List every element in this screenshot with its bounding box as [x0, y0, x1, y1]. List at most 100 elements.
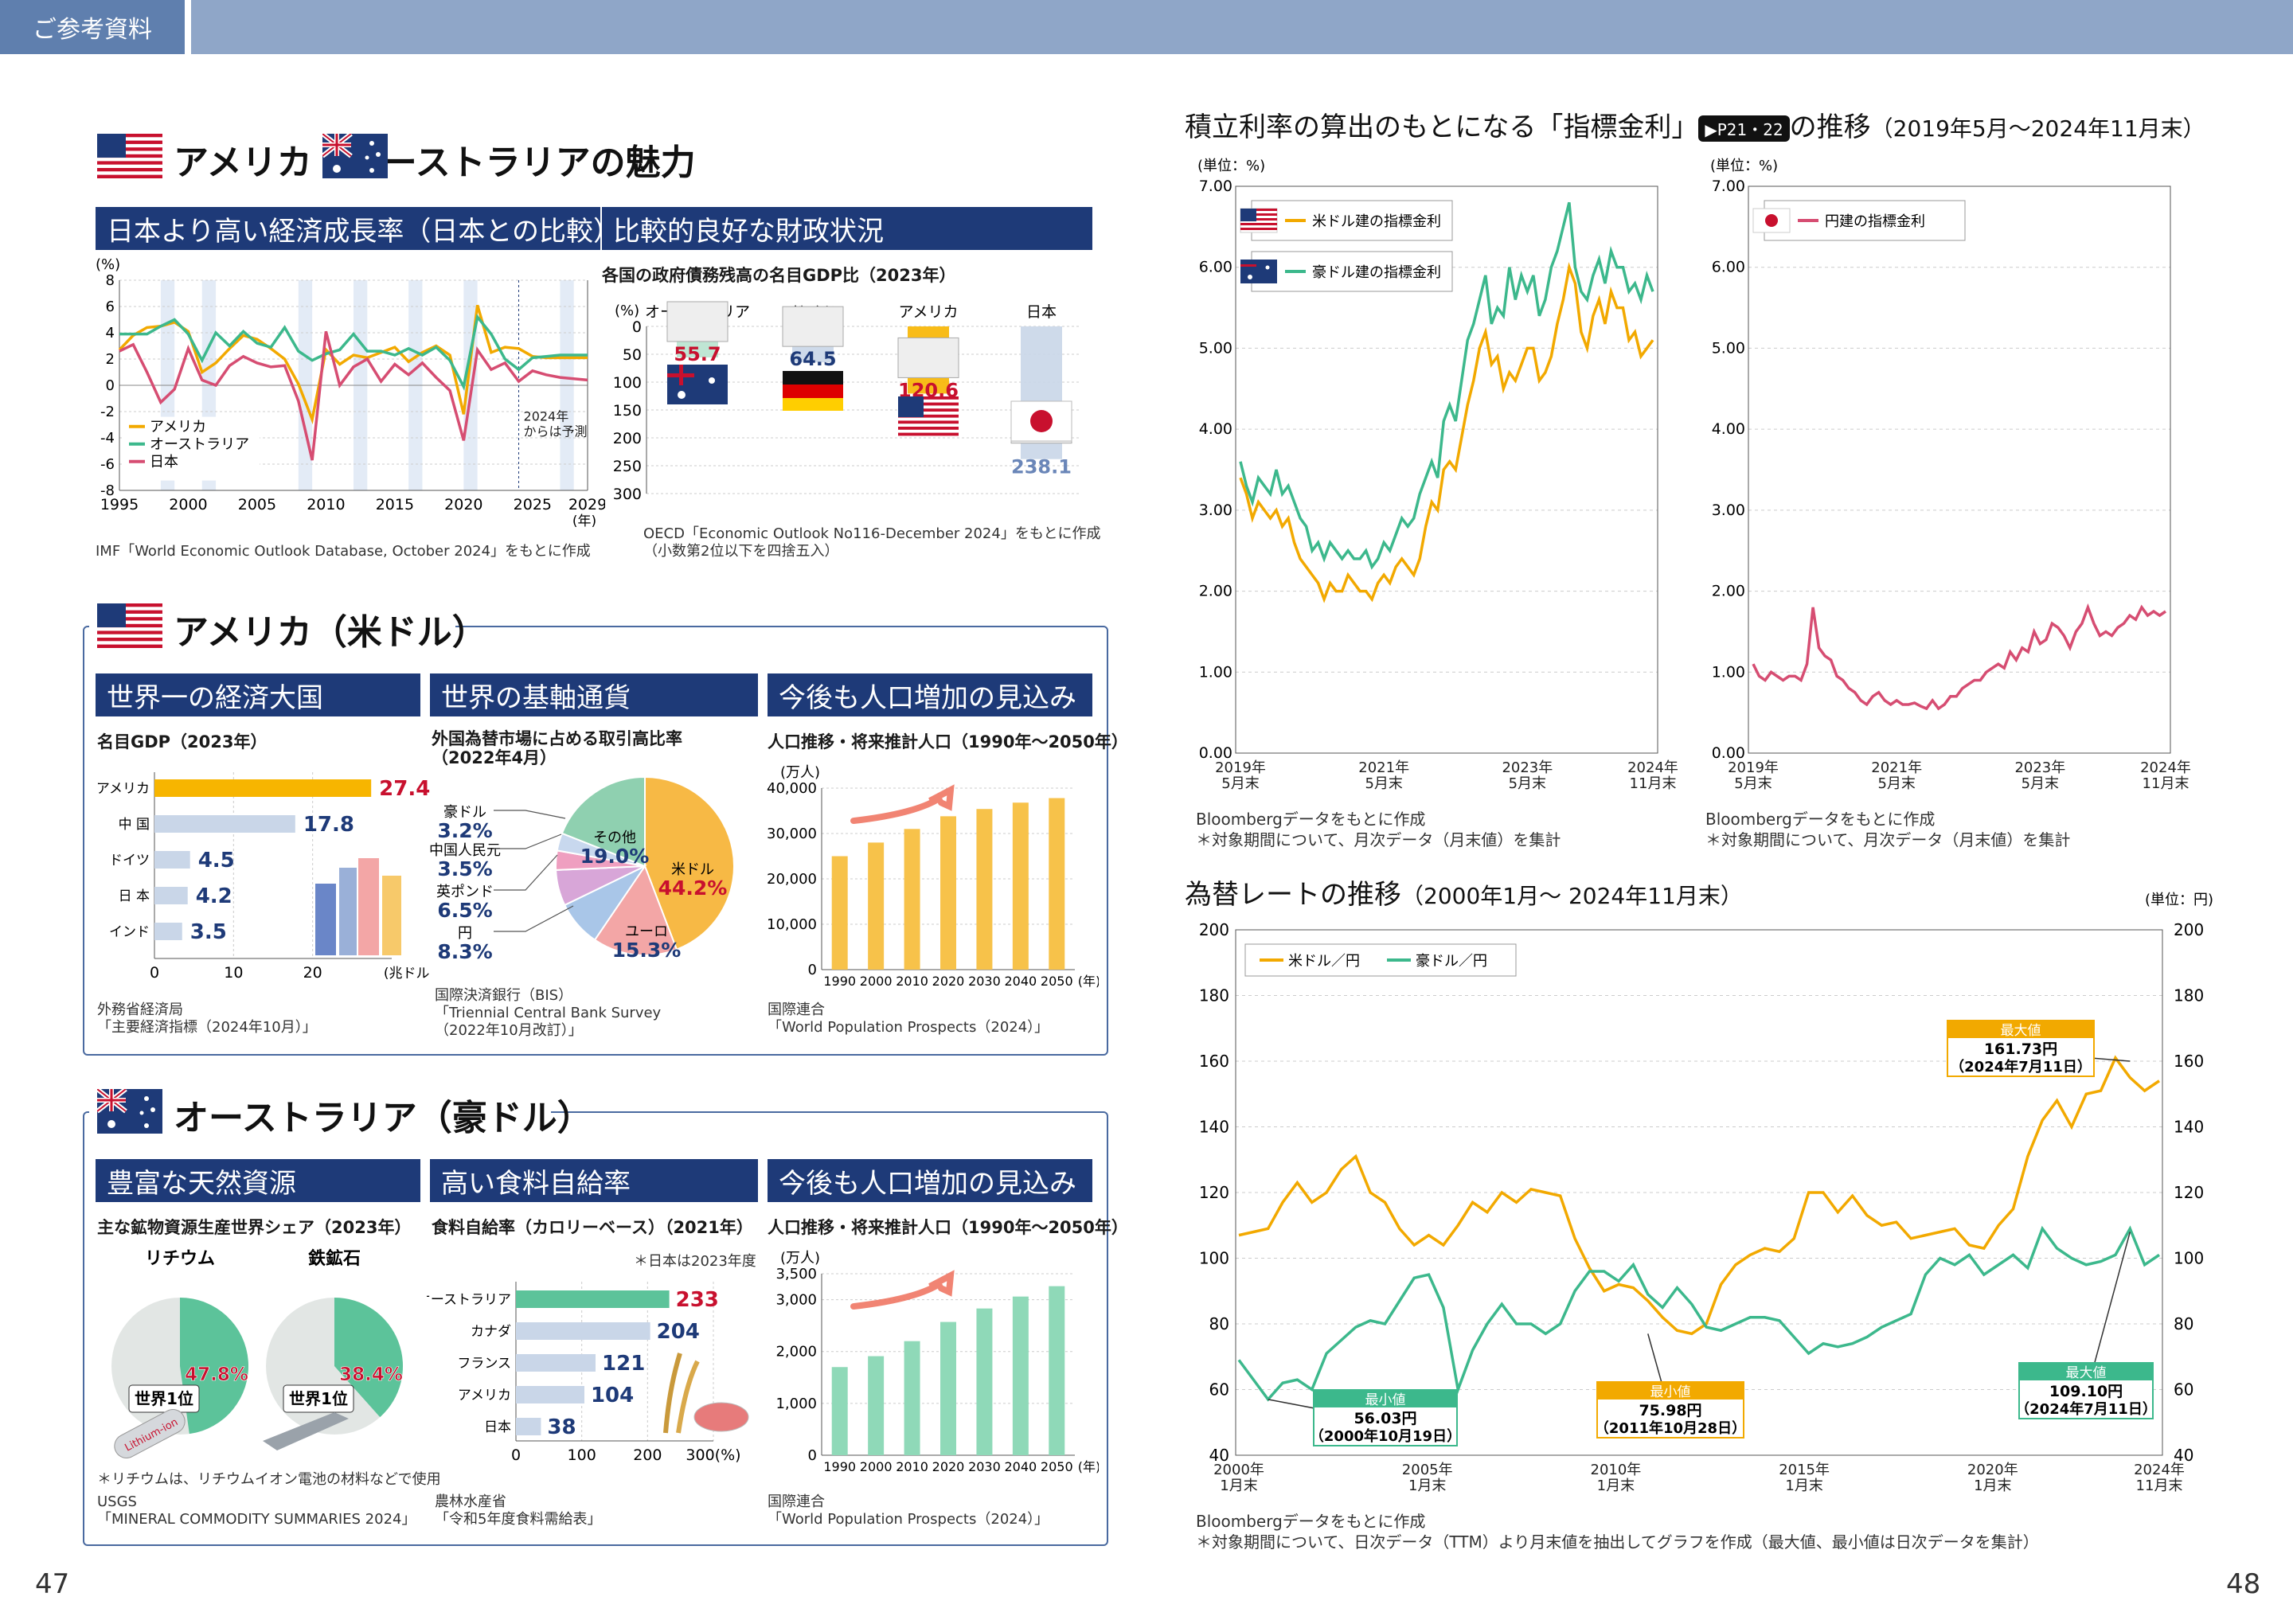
- pie-value: 3.5%: [437, 857, 492, 880]
- fx-share-source: 国際決済銀行（BIS） 「Triennial Central Bank Surv…: [435, 987, 662, 1039]
- x-tick-label: 2023年 5月末: [1502, 759, 1553, 792]
- rank-label: 世界1位: [135, 1389, 193, 1408]
- category-label: ドイツ: [109, 853, 150, 869]
- gdp-bar: [154, 851, 190, 869]
- annotation-value: 161.73円: [1984, 1040, 2057, 1058]
- pie-label: 中国人民元: [430, 842, 501, 859]
- trend-arrow: [850, 784, 955, 825]
- rates-title-post: の推移: [1789, 111, 1871, 143]
- germany-flag-icon: [783, 371, 843, 385]
- australia-flag-icon: [1240, 260, 1277, 283]
- us-flag-icon: [97, 603, 162, 648]
- mineral-source: USGS 「MINERAL COMMODITY SUMMARIES 2024」: [97, 1493, 416, 1528]
- fiscal-subtitle: 各国の政府債務残高の名目GDP比（2023年）: [602, 266, 956, 285]
- y-tick-label: 5.00: [1199, 339, 1232, 357]
- pop-bar: [1012, 802, 1029, 970]
- value-label: 4.5: [198, 849, 235, 873]
- x-tick-label: 2015: [376, 496, 414, 513]
- pop-usa-chart: (万人) 0 10,000 20,000 30,000 40,000 1990 2000 201…: [767, 764, 1099, 989]
- fx-title: 為替レートの推移（2000年1月～ 2024年11月末）: [1185, 873, 1743, 912]
- pie-share-slice: [334, 1298, 403, 1418]
- food-bar: [516, 1354, 596, 1372]
- x-tick-label: 1995: [100, 496, 139, 513]
- rate-line-0: [1239, 262, 1654, 603]
- y-unit-label: (単位：%): [1197, 158, 1265, 174]
- x-tick-label: 0: [150, 964, 159, 982]
- x-tick-label: 2025: [514, 496, 552, 513]
- australia-flag-icon: [322, 134, 388, 178]
- annotation-date: （2024年7月11日）: [1950, 1058, 2092, 1076]
- section-title-attraction: アメリカ・オーストラリアの魅力: [174, 142, 696, 183]
- page-number-left: 47: [35, 1568, 70, 1600]
- rates-jpy-chart: (単位：%) 0.00 1.00 2.00 3.00 4.00 5.00 6.00 7.00 20…: [1710, 158, 2191, 792]
- x-tick-label: 2010: [307, 496, 345, 513]
- x-tick-label: 2024年 11月末: [1627, 759, 1678, 792]
- flag-stripe: [898, 414, 959, 418]
- fx-source: Bloombergデータをもとに作成 ＊対象期間について、日次データ（TTM）よ…: [1196, 1512, 2039, 1552]
- page-ref-badge[interactable]: ▶P21・22: [1698, 115, 1790, 142]
- pie-value: 44.2%: [658, 876, 728, 900]
- fiscal-source: OECD「Economic Outlook No116-December 202…: [643, 525, 1101, 560]
- gdp-source: 外務省経済局 「主要経済指標（2024年10月）」: [97, 1001, 317, 1036]
- gdp-bar: [154, 923, 182, 940]
- pie-value: 15.3%: [612, 939, 682, 962]
- x-unit-label: (兆ドル): [384, 966, 430, 982]
- band-aus-population: 今後も人口増加の見込み: [768, 1159, 1092, 1202]
- reference-tag: ご参考資料: [0, 0, 185, 54]
- flag-stripe: [1240, 209, 1277, 211]
- value-label: 27.4: [379, 777, 430, 801]
- x-tick-label: 2010: [896, 1459, 928, 1474]
- category-label: 日 本: [119, 888, 150, 904]
- food-bar: [516, 1290, 670, 1308]
- food-source: 農林水産省 「令和5年度食料需給表」: [435, 1493, 602, 1528]
- y-tick-label: 0: [632, 318, 642, 336]
- y-tick-label: 2.00: [1712, 583, 1745, 600]
- gdp-bar: [154, 815, 295, 833]
- legend-label: アメリカ: [150, 419, 206, 435]
- x-tick-label: 2029: [568, 496, 605, 513]
- pop-bar: [868, 1356, 885, 1455]
- value-label: 238.1: [1011, 456, 1072, 478]
- value-label: 38: [547, 1415, 576, 1439]
- pie-value: 47.8%: [185, 1364, 248, 1385]
- pop-bar: [1012, 1296, 1029, 1455]
- pop-aus-chart: (万人) 0 1,000 2,000 3,000 3,500 1990 2000 2010 202…: [775, 1250, 1099, 1474]
- x-tick-label: 2015年 1月末: [1779, 1462, 1830, 1494]
- annotation-header: [1597, 1382, 1744, 1400]
- y-tick-label: 3,000: [775, 1292, 817, 1309]
- plot-frame: [1235, 929, 2163, 1456]
- flag-stripe: [783, 385, 843, 398]
- top-banner: [0, 0, 2293, 54]
- y-tick-label: 150: [613, 402, 642, 420]
- food-bar: [516, 1322, 650, 1340]
- aus-section-box: [83, 1111, 1108, 1546]
- pop-aus-source: 国際連合 「World Population Prospects（2024）」: [768, 1493, 1049, 1528]
- fx-title-period: （2000年1月～ 2024年11月末）: [1401, 883, 1743, 909]
- y-tick-label: 120: [1199, 1183, 1229, 1202]
- annotation-label: 最小値: [1365, 1392, 1406, 1408]
- legend-label: 豪ドル／円: [1416, 953, 1487, 970]
- building-icon: [339, 868, 357, 955]
- series-line-2: [119, 330, 588, 461]
- fx-line-1: [1237, 1225, 2160, 1402]
- plot-frame: [1235, 185, 1658, 754]
- series-line-1: [119, 314, 588, 391]
- category-label: 中 国: [119, 817, 150, 833]
- annotation-label: 最小値: [1650, 1384, 1691, 1400]
- y-tick-label: 6: [106, 299, 115, 315]
- x-tick-label: 2030: [968, 1459, 1001, 1474]
- y-tick-label: 50: [623, 346, 642, 364]
- y-tick-label: 10,000: [767, 916, 817, 933]
- food-subtitle: 食料自給率（カロリーベース）（2021年）: [432, 1218, 753, 1237]
- value-label: 17.8: [303, 813, 354, 837]
- gdp-subtitle: 名目GDP（2023年）: [97, 732, 268, 751]
- flag-stripe: [783, 398, 843, 411]
- flag-stripe: [1240, 218, 1277, 221]
- meat-icon: [693, 1402, 749, 1432]
- band-growth: 日本より高い経済成長率（日本との比較）: [96, 207, 620, 250]
- y-tick-label-right: 180: [2174, 986, 2204, 1005]
- y-tick-label: 200: [613, 430, 642, 447]
- legend-box: [1244, 943, 1517, 977]
- category-label: 日本: [1026, 303, 1057, 321]
